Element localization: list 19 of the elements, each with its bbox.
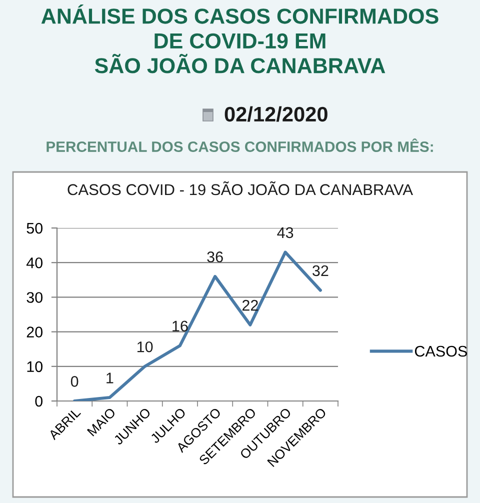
y-tick-label: 0 (35, 396, 43, 407)
y-tick-label: 10 (27, 361, 43, 372)
data-label: 22 (242, 300, 258, 311)
data-label: 16 (172, 320, 188, 332)
chart-subtitle: PERCENTUAL DOS CASOS CONFIRMADOS POR MÊS: (46, 138, 433, 152)
data-label: 36 (207, 251, 223, 262)
chart-title: ANÁLISE DOS CASOS CONFIRMADOS DE COVID-19 EM SÃO JOÃO DA CANABRAVA (41, 4, 438, 74)
y-tick-label: 40 (26, 257, 43, 268)
data-label: 10 (137, 341, 153, 352)
y-tick-label: 20 (26, 326, 43, 338)
y-tick-label: 50 (26, 222, 43, 234)
data-label: 32 (312, 265, 328, 276)
text: CASOS COVID - 19 SÃO JOÃO DA CANABRAVA (68, 181, 414, 196)
y-tick-label: 30 (26, 292, 43, 303)
legend-label: CASOS (414, 346, 467, 357)
data-label: 1 (106, 372, 114, 384)
data-label: 43 (277, 227, 294, 238)
text: 02/12/2020 (224, 106, 328, 122)
data-label: 0 (70, 376, 78, 387)
